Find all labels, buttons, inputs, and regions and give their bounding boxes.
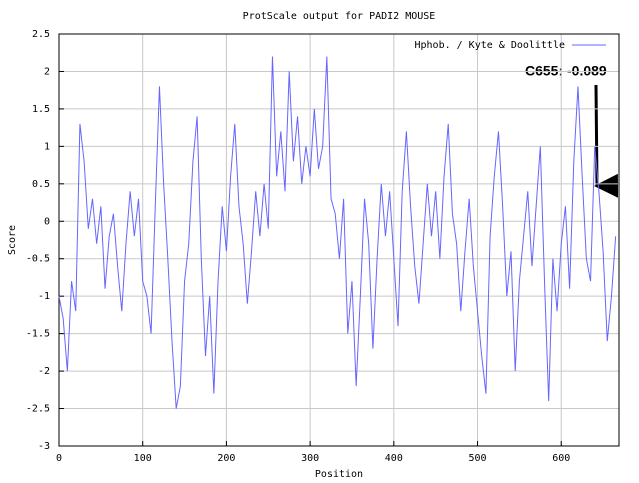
y-tick-label: -1 <box>38 291 50 302</box>
y-tick-label: -2.5 <box>26 404 50 415</box>
y-tick-label: 1.5 <box>32 104 50 115</box>
y-axis-label: Score <box>7 225 18 255</box>
data-line <box>58 56 617 409</box>
x-tick-label: 400 <box>385 453 403 464</box>
y-tick-label: 2.5 <box>32 29 50 40</box>
legend-label: Hphob. / Kyte & Doolittle <box>414 40 565 51</box>
y-tick-label: 2 <box>44 66 50 77</box>
x-tick-label: 600 <box>552 453 570 464</box>
y-tick-label: 0 <box>44 216 50 227</box>
y-tick-label: 1 <box>44 141 50 152</box>
y-tick-label: -2 <box>38 366 50 377</box>
y-tick-label: -1.5 <box>26 329 50 340</box>
x-tick-label: 500 <box>469 453 487 464</box>
y-tick-label: -0.5 <box>26 254 50 265</box>
x-tick-label: 200 <box>217 453 235 464</box>
x-tick-label: 300 <box>301 453 319 464</box>
y-tick-label: 0.5 <box>32 179 50 190</box>
y-tick-label: -3 <box>38 441 50 452</box>
x-tick-label: 0 <box>56 453 62 464</box>
x-tick-label: 100 <box>134 453 152 464</box>
x-axis-label: Position <box>315 469 363 480</box>
annotation: C655: -0.089 <box>525 63 607 79</box>
chart-title: ProtScale output for PADI2 MOUSE <box>243 11 436 22</box>
plot-frame <box>58 33 620 447</box>
